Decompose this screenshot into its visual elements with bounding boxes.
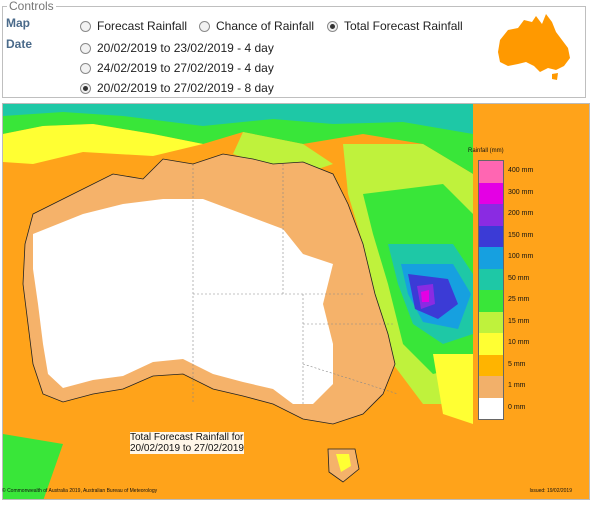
legend-label: 50 mm (508, 274, 530, 282)
radio-chance-of-rainfall[interactable]: Chance of Rainfall (199, 19, 314, 33)
legend-label: 150 mm (508, 231, 534, 239)
radio-label: 24/02/2019 to 27/02/2019 - 4 day (97, 61, 274, 75)
map-row-label: Map (6, 16, 30, 30)
map-caption: Total Forecast Rainfall for 20/02/2019 t… (130, 432, 244, 454)
legend-swatch (479, 333, 503, 355)
legend-label: 5 mm (508, 360, 526, 368)
legend-label: 300 mm (508, 188, 534, 196)
legend-label: 100 mm (508, 253, 534, 260)
legend-swatch (479, 225, 503, 247)
legend-label: 400 mm (508, 167, 534, 174)
radio-date-range-1[interactable]: 20/02/2019 to 23/02/2019 - 4 day (80, 41, 274, 55)
radio-circle-selected (327, 20, 338, 32)
caption-line-2: 20/02/2019 to 27/02/2019 (130, 443, 244, 454)
legend-swatch (479, 161, 503, 183)
radio-label: Forecast Rainfall (97, 19, 188, 33)
legend-swatch (479, 182, 503, 204)
radio-circle (80, 62, 91, 74)
radio-label: Total Forecast Rainfall (344, 19, 463, 33)
legend-swatch (479, 268, 503, 290)
legend-swatch (479, 397, 503, 419)
controls-panel: Controls Map Date Forecast Rainfall Chan… (2, 0, 586, 98)
legend-title: Rainfall (mm) (468, 148, 504, 154)
issued-date: Issued: 19/02/2019 (529, 488, 572, 494)
radio-label: 20/02/2019 to 23/02/2019 - 4 day (97, 41, 274, 55)
copyright-text: © Commonwealth of Australia 2019, Austra… (2, 488, 158, 494)
date-row-label: Date (6, 37, 33, 51)
radio-label: 20/02/2019 to 27/02/2019 - 8 day (97, 81, 274, 95)
radio-total-forecast-rainfall[interactable]: Total Forecast Rainfall (327, 19, 463, 33)
radio-forecast-rainfall[interactable]: Forecast Rainfall (80, 19, 187, 33)
legend-swatch (479, 354, 503, 376)
controls-legend: Controls (7, 0, 56, 13)
legend-label: 1 mm (508, 382, 526, 389)
legend-label: 0 mm (508, 403, 526, 411)
caption-line-1: Total Forecast Rainfall for (130, 432, 244, 443)
radio-date-range-2[interactable]: 24/02/2019 to 27/02/2019 - 4 day (80, 61, 274, 75)
legend-label: 25 mm (508, 296, 530, 303)
rainfall-legend (478, 160, 504, 420)
legend-swatch (479, 290, 503, 312)
legend-swatch (479, 204, 503, 226)
radio-circle (80, 20, 91, 32)
legend-label: 200 mm (508, 210, 534, 217)
radio-circle (199, 20, 210, 32)
radio-circle (80, 42, 91, 54)
radio-label: Chance of Rainfall (216, 19, 315, 33)
legend-swatch (479, 376, 503, 398)
legend-label: 10 mm (508, 339, 530, 346)
legend-swatch (479, 311, 503, 333)
radio-circle-selected (80, 82, 91, 94)
legend-label: 15 mm (508, 317, 530, 325)
radio-date-range-3[interactable]: 20/02/2019 to 27/02/2019 - 8 day (80, 81, 274, 95)
legend-swatch (479, 247, 503, 269)
australia-map-icon[interactable] (494, 10, 576, 82)
